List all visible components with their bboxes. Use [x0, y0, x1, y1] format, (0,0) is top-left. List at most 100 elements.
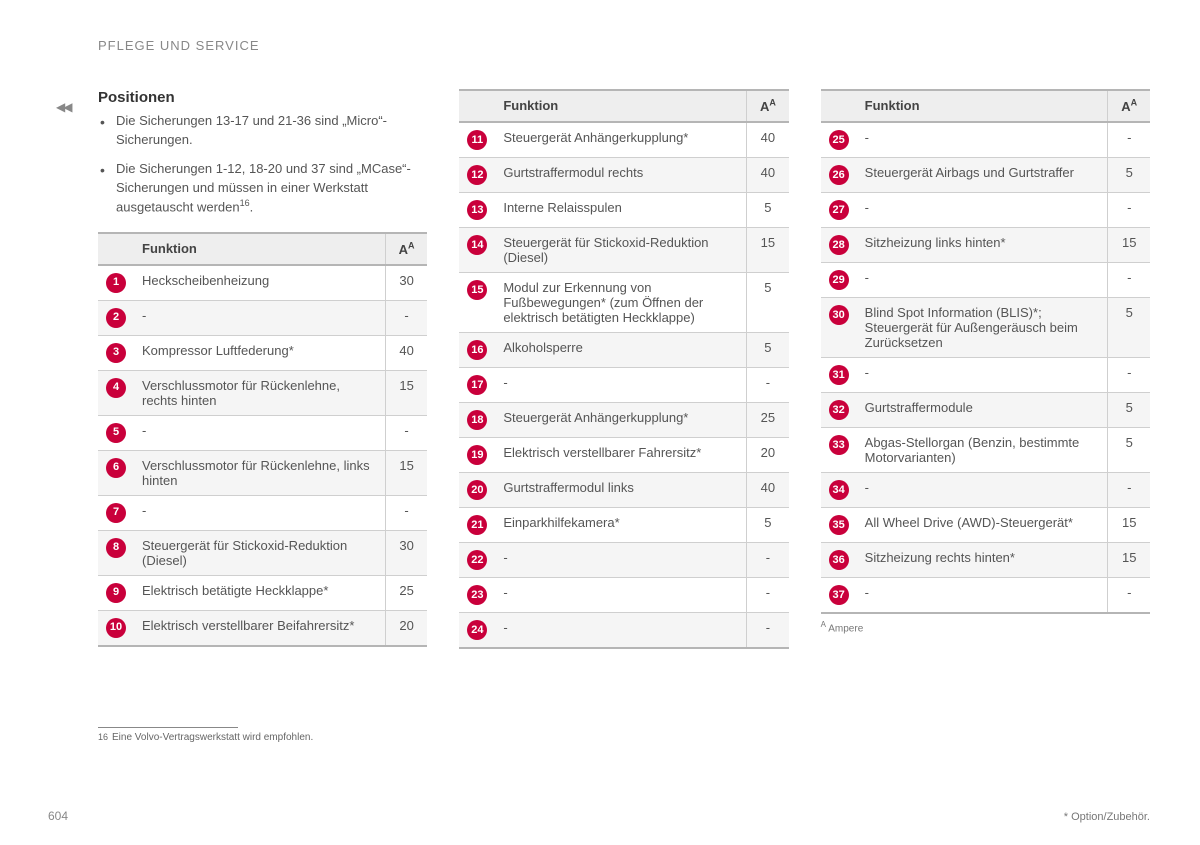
fuse-badge: 30	[829, 305, 849, 325]
th-amp-sup: A	[769, 98, 776, 108]
cell-func: Abgas-Stellorgan (Benzin, bestimmte Moto…	[857, 428, 1108, 473]
cell-func: -	[857, 578, 1108, 614]
fuse-badge: 13	[467, 200, 487, 220]
fuse-table-3: Funktion AA 25--26Steuergerät Airbags un…	[821, 89, 1150, 614]
fuse-badge: 10	[106, 618, 126, 638]
tbody-3: 25 - - 26 Steuergerät Airbags und Gurtstraff…	[821, 122, 1150, 613]
cell-num: 17	[459, 368, 495, 403]
table-row: 10Elektrisch verstellbarer Beifahrersitz…	[98, 610, 427, 646]
cell-num: 4	[98, 370, 134, 415]
cell-num: 32	[821, 393, 857, 428]
cell-func: Sitzheizung links hinten*	[857, 228, 1108, 263]
cell-amp: 5	[1108, 298, 1150, 358]
bottom-note: * Option/Zubehör.	[1064, 811, 1150, 823]
cell-num: 5	[98, 415, 134, 450]
th-func: Funktion	[495, 90, 746, 122]
cell-amp: -	[747, 368, 789, 403]
table-row: 32Gurtstraffermodule5	[821, 393, 1150, 428]
bullet-1: Die Sicherungen 13-17 und 21-36 sind „Mi…	[98, 112, 427, 150]
legend: A Ampere	[821, 620, 1150, 634]
cell-num: 9	[98, 575, 134, 610]
cell-amp: 40	[747, 158, 789, 193]
cell-amp: -	[747, 578, 789, 613]
fuse-badge: 34	[829, 480, 849, 500]
th-amp: AA	[1108, 90, 1150, 122]
cell-func: -	[495, 578, 746, 613]
cell-num: 25	[821, 122, 857, 158]
th-func: Funktion	[134, 233, 385, 265]
table-row: 12 Gurtstraffermodul rechts40	[459, 158, 788, 193]
cell-func: Kompressor Luftfederung*	[134, 335, 385, 370]
column-3: Funktion AA 25--26Steuergerät Airbags un…	[821, 89, 1150, 743]
cell-amp: 5	[747, 273, 789, 333]
fuse-badge: 29	[829, 270, 849, 290]
cell-amp: -	[1108, 193, 1150, 228]
fuse-badge: 25	[829, 130, 849, 150]
cell-amp: -	[1108, 122, 1150, 158]
table-row: 18Steuergerät Anhängerkupplung*25	[459, 403, 788, 438]
cell-func: Steuergerät Airbags und Gurtstraffer	[857, 158, 1108, 193]
table-row: 20Gurtstraffermodul links40	[459, 473, 788, 508]
table-row: 13Interne Relaisspulen5	[459, 193, 788, 228]
cell-amp: 5	[747, 333, 789, 368]
cell-amp: 15	[385, 450, 427, 495]
cell-num: 15	[459, 273, 495, 333]
cell-amp: 25	[747, 403, 789, 438]
fuse-badge: 37	[829, 585, 849, 605]
fuse-badge: 15	[467, 280, 487, 300]
fuse-badge: 8	[106, 538, 126, 558]
legend-sup: A	[821, 620, 826, 629]
cell-num: 12	[459, 158, 495, 193]
table-row: 11Steuergerät Anhängerkupplung*40	[459, 122, 788, 158]
cell-amp: 30	[385, 265, 427, 301]
fuse-badge: 24	[467, 620, 487, 640]
cell-amp: 5	[747, 508, 789, 543]
table-row: 3Kompressor Luftfederung*40	[98, 335, 427, 370]
fuse-badge: 16	[467, 340, 487, 360]
table-row: 23--	[459, 578, 788, 613]
cell-num: 18	[459, 403, 495, 438]
bullet-2-sup: 16	[240, 198, 250, 208]
cell-num: 8	[98, 530, 134, 575]
cell-func: Einparkhilfekamera*	[495, 508, 746, 543]
page-number: 604	[48, 809, 68, 823]
fuse-badge: 23	[467, 585, 487, 605]
cell-num: 31	[821, 358, 857, 393]
bullet-2-text: Die Sicherungen 1-12, 18-20 und 37 sind …	[116, 161, 411, 215]
cell-amp: -	[747, 613, 789, 649]
fuse-badge: 26	[829, 165, 849, 185]
cell-func: Gurtstraffermodul rechts	[495, 158, 746, 193]
table-row: 15 Modul zur Erkennung von Fußbewegungen*…	[459, 273, 788, 333]
cell-func: Blind Spot Information (BLIS)*; Steuerge…	[857, 298, 1108, 358]
cell-amp: -	[747, 543, 789, 578]
table-row: 31--	[821, 358, 1150, 393]
th-amp: AA	[385, 233, 427, 265]
cell-num: 13	[459, 193, 495, 228]
cell-num: 34	[821, 473, 857, 508]
cell-func: Modul zur Erkennung von Fußbewegungen* (…	[495, 273, 746, 333]
fuse-badge: 27	[829, 200, 849, 220]
cell-func: Steuergerät für Stickoxid-Reduktion (Die…	[495, 228, 746, 273]
cell-amp: -	[1108, 473, 1150, 508]
th-amp-sup: A	[1131, 98, 1138, 108]
tbody-1: 1Heckscheibenheizung302--3Kompressor Luf…	[98, 265, 427, 646]
fuse-badge: 12	[467, 165, 487, 185]
cell-func: -	[857, 358, 1108, 393]
cell-amp: 30	[385, 530, 427, 575]
table-row: 5--	[98, 415, 427, 450]
cell-num: 35	[821, 508, 857, 543]
fuse-badge: 32	[829, 400, 849, 420]
fuse-table-2: Funktion AA 11Steuergerät Anhängerkupplu…	[459, 89, 788, 649]
table-row: 28Sitzheizung links hinten*15	[821, 228, 1150, 263]
fuse-badge: 28	[829, 235, 849, 255]
cell-amp: -	[385, 495, 427, 530]
fuse-badge: 22	[467, 550, 487, 570]
table-row: 6Verschlussmotor für Rückenlehne, links …	[98, 450, 427, 495]
cell-amp: 15	[385, 370, 427, 415]
cell-amp: -	[1108, 263, 1150, 298]
cell-amp: 40	[747, 473, 789, 508]
page-header: PFLEGE UND SERVICE	[98, 38, 1150, 53]
cell-num: 23	[459, 578, 495, 613]
table-row: 16Alkoholsperre5	[459, 333, 788, 368]
cell-amp: 5	[1108, 158, 1150, 193]
